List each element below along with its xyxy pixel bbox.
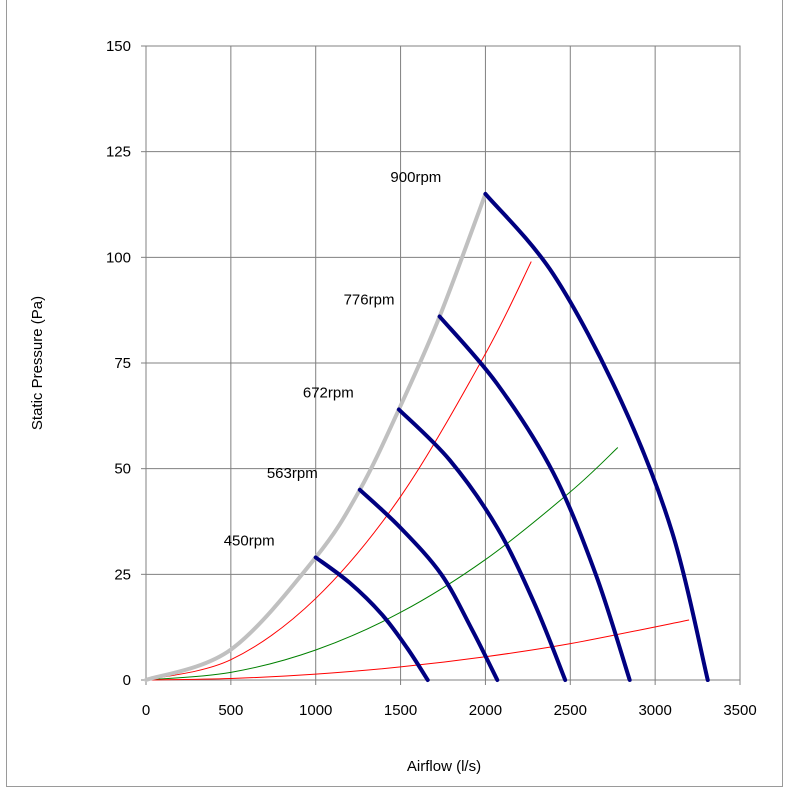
chart-frame <box>6 0 783 787</box>
fan-curve-776rpm <box>437 314 632 682</box>
x-tick-label: 1500 <box>384 702 417 719</box>
fan-curve-900rpm <box>483 191 710 682</box>
y-tick-label: 0 <box>123 672 131 689</box>
rpm-label: 900rpm <box>390 169 441 186</box>
rpm-label-layer: 900rpm 776rpm 672rpm 563rpm 450rpm <box>224 169 442 549</box>
x-axis-title: Airflow (l/s) <box>407 758 481 775</box>
y-tick-label: 50 <box>114 461 131 478</box>
x-tick-label: 2500 <box>554 702 587 719</box>
y-tick-label: 25 <box>114 566 131 583</box>
fan-curve-563rpm <box>357 487 500 682</box>
x-tick-label: 1000 <box>299 702 332 719</box>
system-curve-red <box>145 261 532 681</box>
fan-curve-672rpm <box>396 407 568 682</box>
y-tick-label: 125 <box>106 144 131 161</box>
x-tick-label: 2000 <box>469 702 502 719</box>
y-axis-title: Static Pressure (Pa) <box>29 296 46 430</box>
x-tick-label: 3000 <box>638 702 671 719</box>
x-tick-labels: 0 500 1000 1500 2000 2500 3000 3500 <box>142 702 757 719</box>
x-tick-label: 500 <box>218 702 243 719</box>
x-tick-label: 0 <box>142 702 150 719</box>
system-curve-green <box>145 447 619 681</box>
y-tick-label: 75 <box>114 355 131 372</box>
rpm-label: 563rpm <box>267 465 318 482</box>
rpm-label: 776rpm <box>344 292 395 309</box>
y-tick-labels: 0 25 50 75 100 125 150 <box>106 38 131 689</box>
y-tick-label: 150 <box>106 38 131 55</box>
grid-layer <box>141 45 741 685</box>
curve-layer <box>144 191 710 682</box>
rpm-label: 450rpm <box>224 532 275 549</box>
y-tick-label: 100 <box>106 249 131 266</box>
x-tick-label: 3500 <box>723 702 756 719</box>
fan-curve-450rpm <box>313 555 430 682</box>
system-curve-red <box>145 619 690 681</box>
rpm-label: 672rpm <box>303 384 354 401</box>
